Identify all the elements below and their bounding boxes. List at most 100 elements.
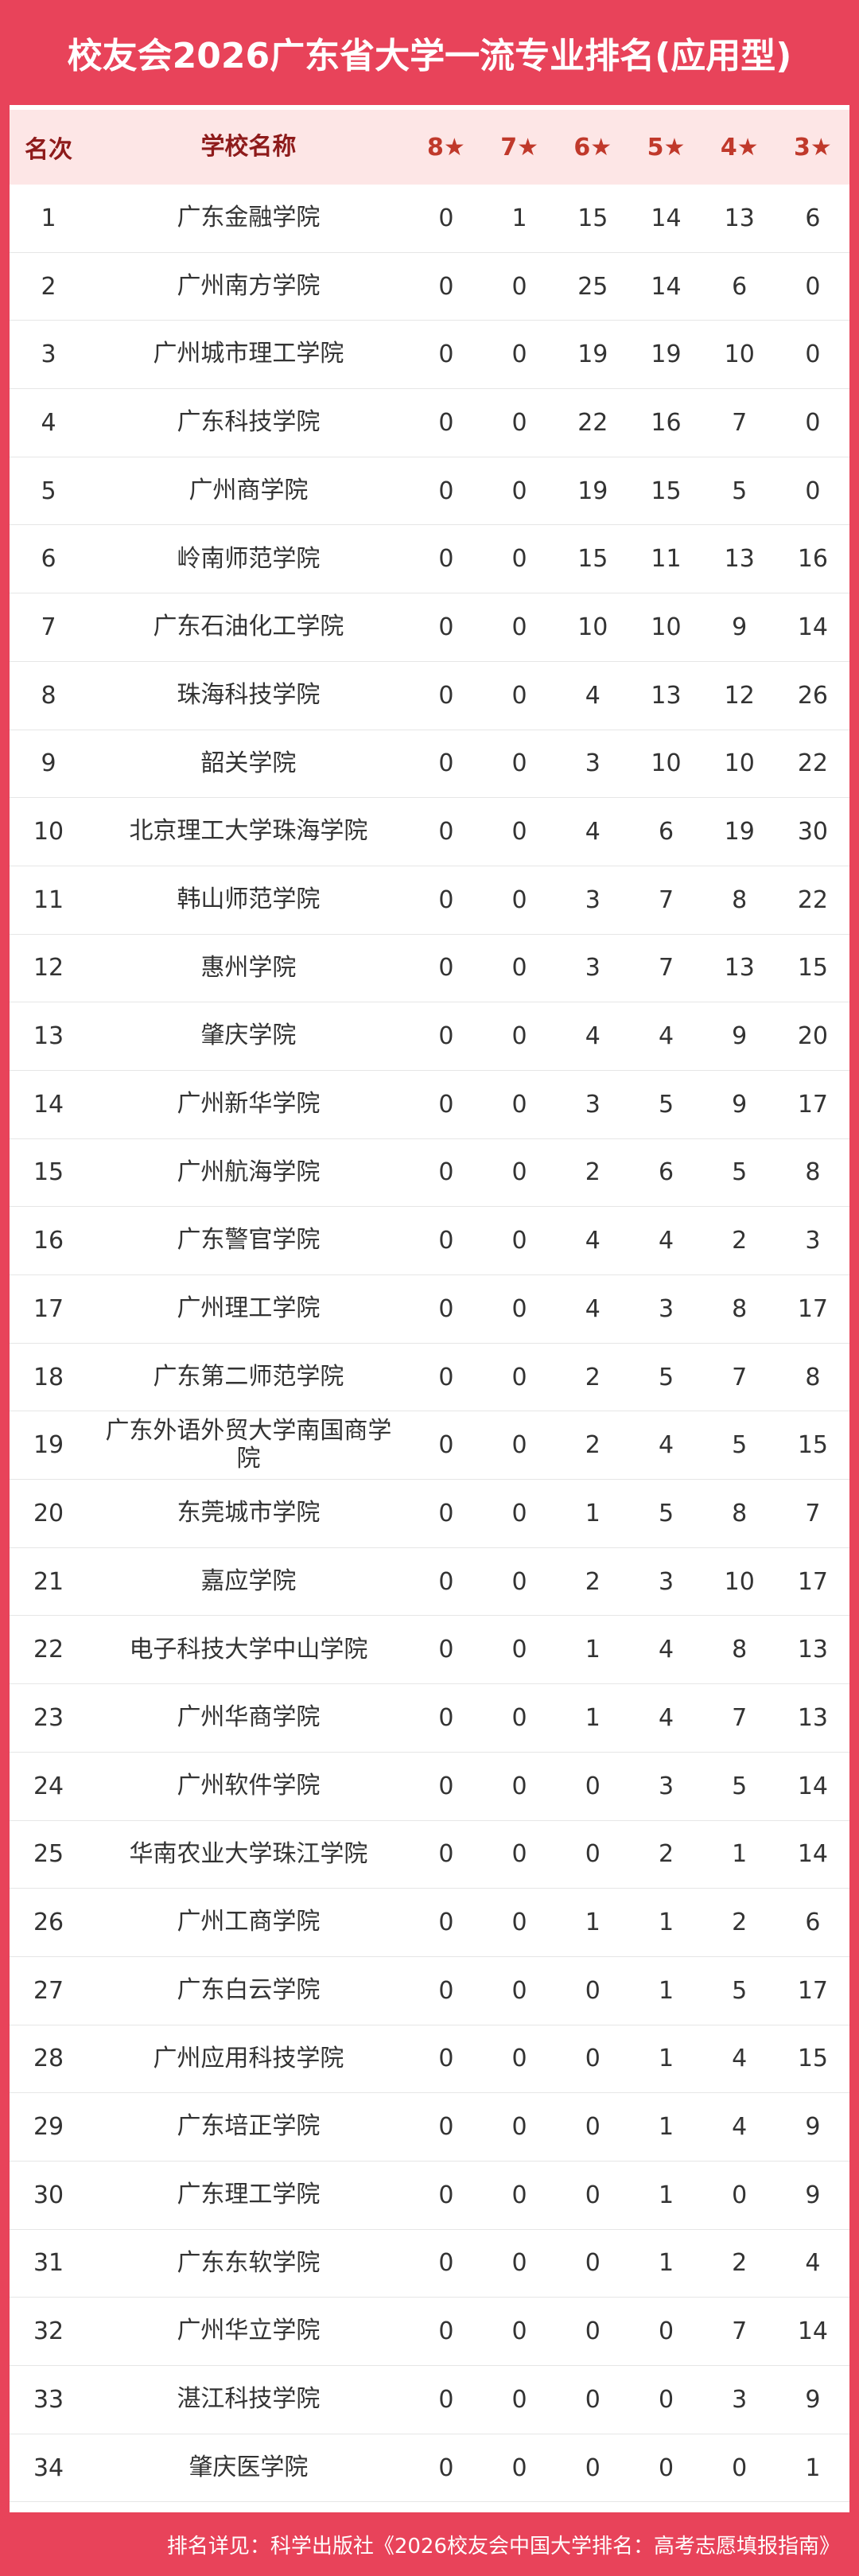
table-row: 34 肇庆医学院 0 0 0 0 0 1 xyxy=(10,2434,849,2503)
table-cell: 6 xyxy=(658,1158,674,1187)
table-cell: 0 xyxy=(438,1499,454,1527)
table-cell: 2 xyxy=(732,1227,748,1255)
table-cell: 19 xyxy=(724,818,755,846)
school-name: 广东培正学院 xyxy=(177,2112,321,2141)
table-cell: 0 xyxy=(511,1227,527,1255)
table-row: 23 广州华商学院 0 0 1 4 7 13 xyxy=(10,1684,849,1753)
table-cell: 2 xyxy=(585,1363,601,1391)
table-cell: 3 xyxy=(732,2385,748,2414)
table-cell: 19 xyxy=(577,477,608,505)
table-cell: 15 xyxy=(797,1431,828,1460)
table-cell: 16 xyxy=(651,408,682,437)
table-cell: 14 xyxy=(651,204,682,232)
table-cell: 0 xyxy=(511,818,527,846)
table-row: 22 电子科技大学中山学院 0 0 1 4 8 13 xyxy=(10,1616,849,1685)
table-row: 5 广州商学院 0 0 19 15 5 0 xyxy=(10,457,849,526)
table-cell: 0 xyxy=(511,681,527,710)
table-cell: 0 xyxy=(511,545,527,574)
table-cell: 0 xyxy=(511,477,527,505)
table-cell: 0 xyxy=(511,1499,527,1527)
school-name: 广东白云学院 xyxy=(177,1975,321,2004)
school-name: 广州新华学院 xyxy=(177,1090,321,1119)
table-cell: 10 xyxy=(724,1567,755,1596)
table-cell: 2 xyxy=(41,272,56,301)
table-cell: 0 xyxy=(511,1976,527,2005)
school-name: 嘉应学院 xyxy=(200,1566,297,1595)
table-cell: 0 xyxy=(438,1022,454,1051)
table-cell: 2 xyxy=(732,2249,748,2278)
table-cell: 2 xyxy=(585,1567,601,1596)
table-row: 28 广州应用科技学院 0 0 0 1 4 15 xyxy=(10,2025,849,2094)
table-cell: 0 xyxy=(511,2317,527,2346)
table-cell: 14 xyxy=(33,1090,64,1119)
table-cell: 15 xyxy=(797,954,828,983)
table-cell: 4 xyxy=(585,1022,601,1051)
table-cell: 0 xyxy=(658,2385,674,2414)
table-cell: 32 xyxy=(33,2317,64,2346)
school-name: 广州软件学院 xyxy=(177,1771,321,1800)
table-cell: 3 xyxy=(585,1090,601,1119)
table-cell: 4 xyxy=(585,1294,601,1323)
footer-note: 排名详见：科学出版社《2026校友会中国大学排名：高考志愿填报指南》 xyxy=(166,2534,840,2558)
header-row: 名次 学校名称 8★ 7★ 6★ 5★ 4★ 3★ xyxy=(10,110,849,185)
table-cell: 0 xyxy=(732,2453,748,2482)
table-cell: 0 xyxy=(438,1703,454,1732)
column-header: 学校名称 xyxy=(200,132,297,161)
table-cell: 7 xyxy=(732,408,748,437)
school-name: 广州南方学院 xyxy=(177,271,321,300)
table-cell: 3 xyxy=(41,340,56,369)
table-row: 26 广州工商学院 0 0 1 1 2 6 xyxy=(10,1889,849,1957)
table-cell: 0 xyxy=(585,1772,601,1800)
table-cell: 1 xyxy=(805,2453,821,2482)
table-cell: 7 xyxy=(732,1703,748,1732)
table-cell: 0 xyxy=(511,1636,527,1664)
table-cell: 17 xyxy=(797,1294,828,1323)
table-cell: 6 xyxy=(805,1909,821,1937)
table-cell: 15 xyxy=(651,477,682,505)
table-cell: 0 xyxy=(585,1976,601,2005)
table-cell: 20 xyxy=(797,1022,828,1051)
table-cell: 13 xyxy=(33,1022,64,1051)
table-cell: 17 xyxy=(33,1294,64,1323)
table-row: 13 肇庆学院 0 0 4 4 9 20 xyxy=(10,1002,849,1071)
table-cell: 0 xyxy=(438,1158,454,1187)
table-cell: 0 xyxy=(511,2181,527,2209)
table-cell: 29 xyxy=(33,2113,64,2142)
table-cell: 3 xyxy=(805,1227,821,1255)
table-cell: 0 xyxy=(438,954,454,983)
table-cell: 9 xyxy=(732,613,748,641)
table-cell: 2 xyxy=(732,1909,748,1937)
table-cell: 0 xyxy=(438,613,454,641)
table-cell: 3 xyxy=(658,1772,674,1800)
table-cell: 19 xyxy=(33,1431,64,1460)
table-cell: 21 xyxy=(33,1567,64,1596)
table-cell: 34 xyxy=(33,2453,64,2482)
table-row: 32 广州华立学院 0 0 0 0 7 14 xyxy=(10,2298,849,2366)
table-cell: 0 xyxy=(511,2453,527,2482)
table-cell: 25 xyxy=(33,1840,64,1869)
table-cell: 16 xyxy=(33,1227,64,1255)
table-cell: 0 xyxy=(805,408,821,437)
table-cell: 12 xyxy=(724,681,755,710)
table-cell: 5 xyxy=(658,1363,674,1391)
school-name: 广州华立学院 xyxy=(177,2317,321,2345)
table-cell: 10 xyxy=(724,340,755,369)
table-cell: 2 xyxy=(585,1431,601,1460)
table-cell: 10 xyxy=(651,749,682,778)
table-cell: 0 xyxy=(438,885,454,914)
table-cell: 5 xyxy=(732,1976,748,2005)
table-cell: 0 xyxy=(585,2113,601,2142)
table-cell: 0 xyxy=(438,2385,454,2414)
table-cell: 1 xyxy=(585,1703,601,1732)
table-cell: 0 xyxy=(511,2113,527,2142)
table-cell: 3 xyxy=(585,954,601,983)
table-cell: 8 xyxy=(732,1636,748,1664)
table-cell: 19 xyxy=(577,340,608,369)
table-cell: 31 xyxy=(33,2249,64,2278)
table-row: 30 广东理工学院 0 0 0 1 0 9 xyxy=(10,2162,849,2230)
table-cell: 1 xyxy=(585,1636,601,1664)
table-row: 21 嘉应学院 0 0 2 3 10 17 xyxy=(10,1548,849,1617)
table-cell: 10 xyxy=(651,613,682,641)
table-cell: 0 xyxy=(438,1090,454,1119)
table-cell: 9 xyxy=(732,1090,748,1119)
